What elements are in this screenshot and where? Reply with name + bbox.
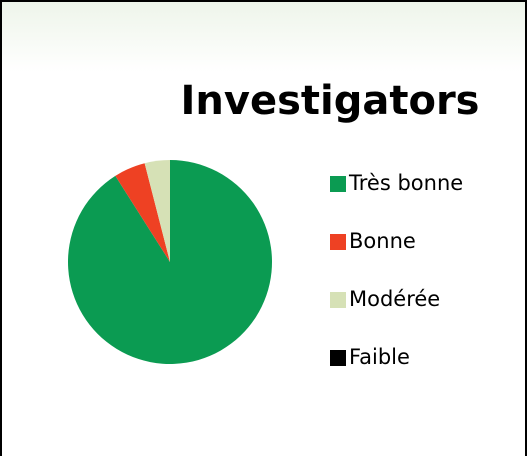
chart-title: Investigators [181,78,480,124]
legend-label: Modérée [349,287,440,311]
legend-label: Bonne [349,229,416,253]
legend-swatch [330,292,346,308]
pie-slice [67,160,272,364]
pie-slice [115,163,170,262]
legend-label: Faible [349,345,410,369]
pie-slice [144,160,170,262]
legend-label: Très bonne [348,171,463,195]
legend-swatch [330,176,346,192]
legend-swatch [330,234,346,250]
legend-swatch [330,350,346,366]
